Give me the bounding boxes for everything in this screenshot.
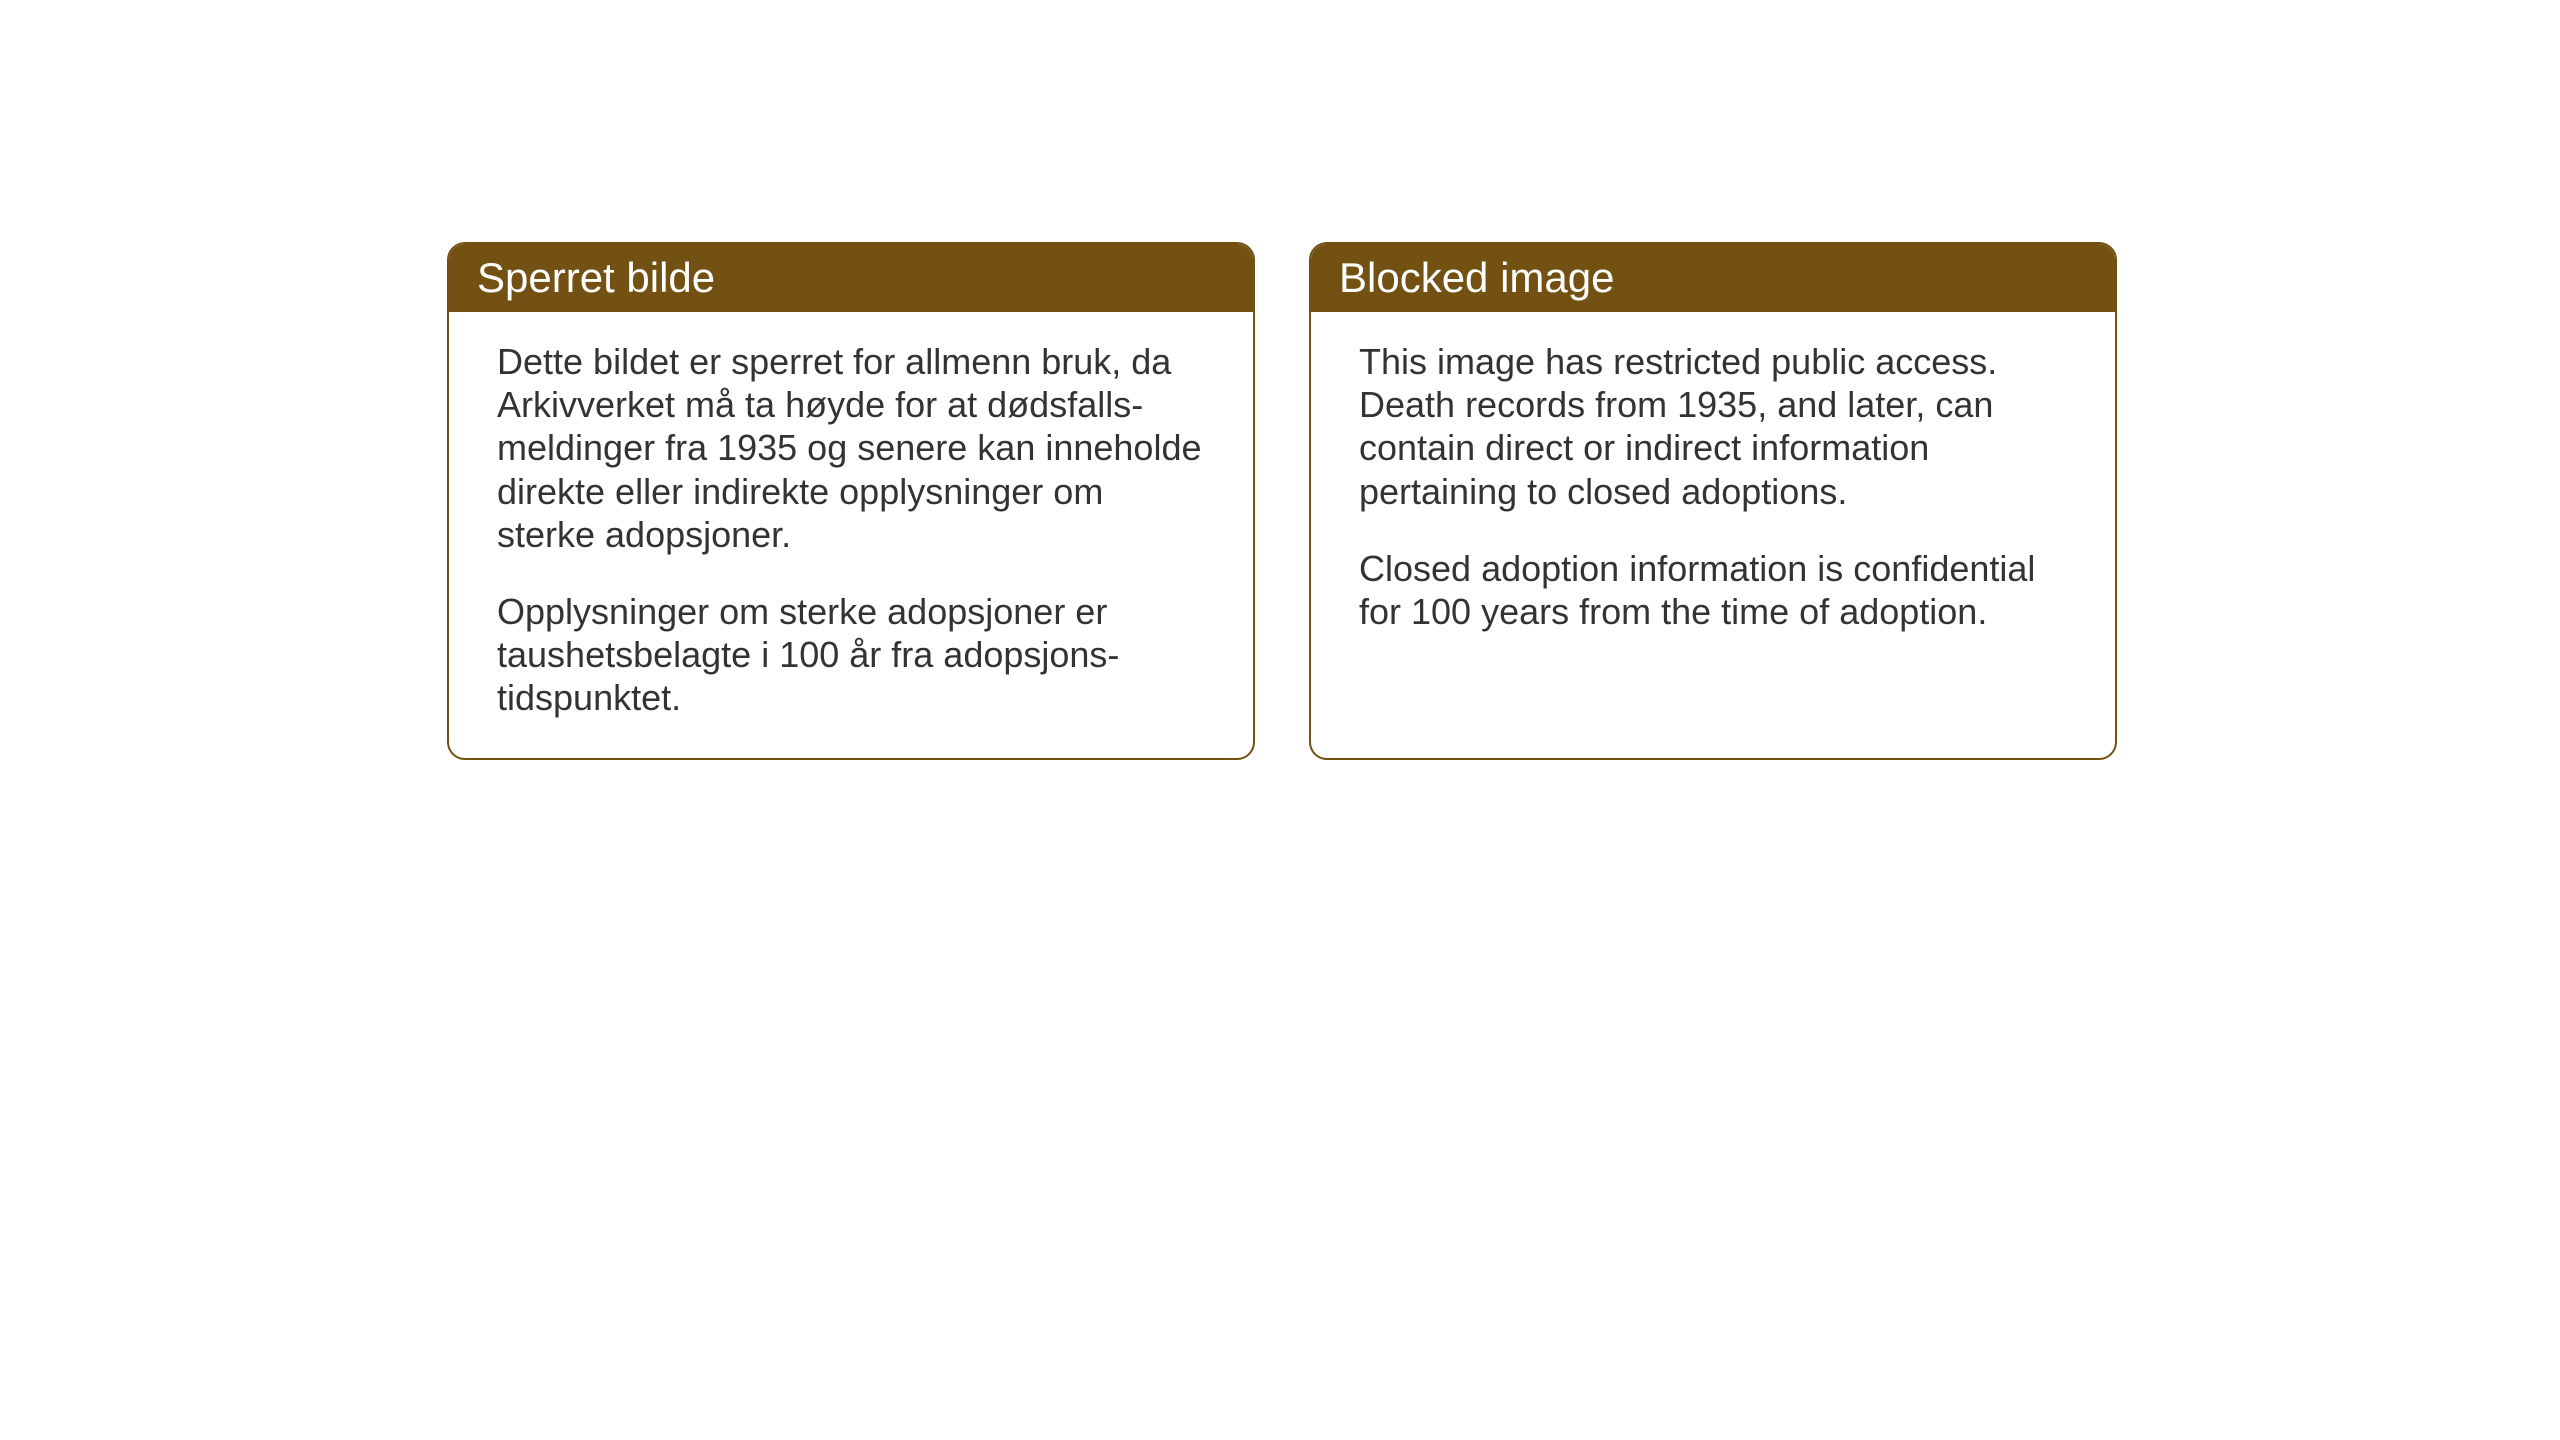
- notice-card-english: Blocked image This image has restricted …: [1309, 242, 2117, 760]
- card-paragraph-2-norwegian: Opplysninger om sterke adopsjoner er tau…: [497, 590, 1205, 720]
- card-title-english: Blocked image: [1339, 254, 1614, 301]
- card-body-english: This image has restricted public access.…: [1311, 312, 2115, 671]
- card-body-norwegian: Dette bildet er sperret for allmenn bruk…: [449, 312, 1253, 758]
- card-paragraph-2-english: Closed adoption information is confident…: [1359, 547, 2067, 633]
- card-header-norwegian: Sperret bilde: [449, 244, 1253, 312]
- card-paragraph-1-norwegian: Dette bildet er sperret for allmenn bruk…: [497, 340, 1205, 556]
- notice-cards-container: Sperret bilde Dette bildet er sperret fo…: [447, 242, 2117, 760]
- notice-card-norwegian: Sperret bilde Dette bildet er sperret fo…: [447, 242, 1255, 760]
- card-paragraph-1-english: This image has restricted public access.…: [1359, 340, 2067, 513]
- card-header-english: Blocked image: [1311, 244, 2115, 312]
- card-title-norwegian: Sperret bilde: [477, 254, 715, 301]
